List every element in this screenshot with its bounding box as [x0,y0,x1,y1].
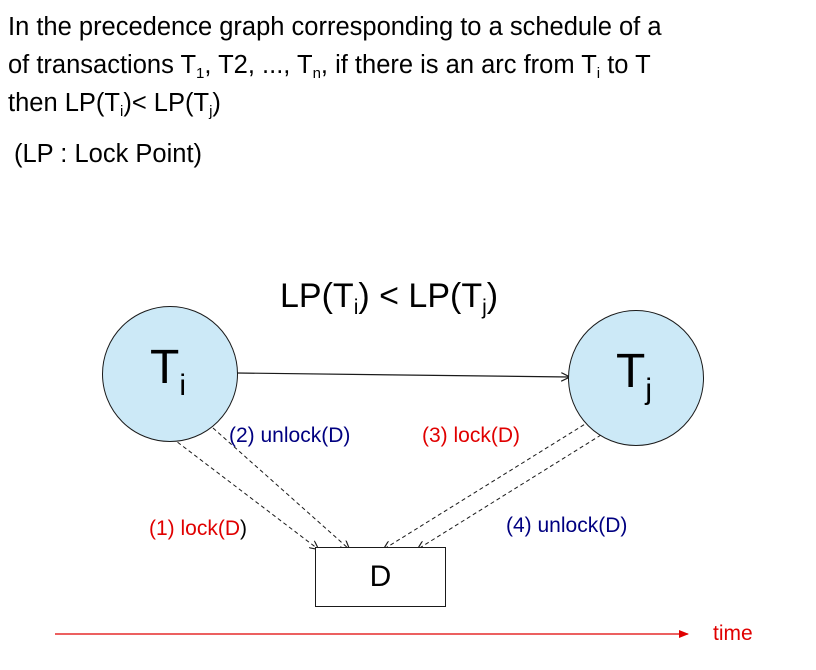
time-label: time [713,622,753,645]
lock-point-note: (LP : Lock Point) [14,140,203,168]
tj-unlock-arrow [418,434,602,549]
data-item-label: D [369,560,392,593]
statement-text: In the precedence graph corresponding to… [8,8,662,122]
statement-line-2: of transactions T1, T2, ..., Tn, if ther… [8,51,651,82]
transaction-node-tj [568,310,704,446]
statement-line-3: then LP(Ti)< LP(Tj) [8,89,221,120]
label-unlock-ti: (2) unlock(D) [229,424,351,447]
data-item-box: D [315,547,446,607]
label-lock-tj: (3) lock(D) [422,424,520,447]
label-lock-ti: (1) lock(D) [149,517,248,540]
lock-point-equation: LP(Ti) < LP(Tj) [280,277,499,319]
ti-lock-arrow [171,437,318,549]
label-unlock-tj: (4) unlock(D) [506,514,628,537]
tj-lock-arrow [384,420,591,549]
statement-line-1: In the precedence graph corresponding to… [8,13,662,41]
transaction-node-ti-label: Ti [150,341,186,402]
transaction-node-ti [102,306,238,442]
ti-unlock-arrow [212,427,349,549]
transaction-node-tj-label: Tj [616,345,652,406]
precedence-arc [236,372,569,377]
